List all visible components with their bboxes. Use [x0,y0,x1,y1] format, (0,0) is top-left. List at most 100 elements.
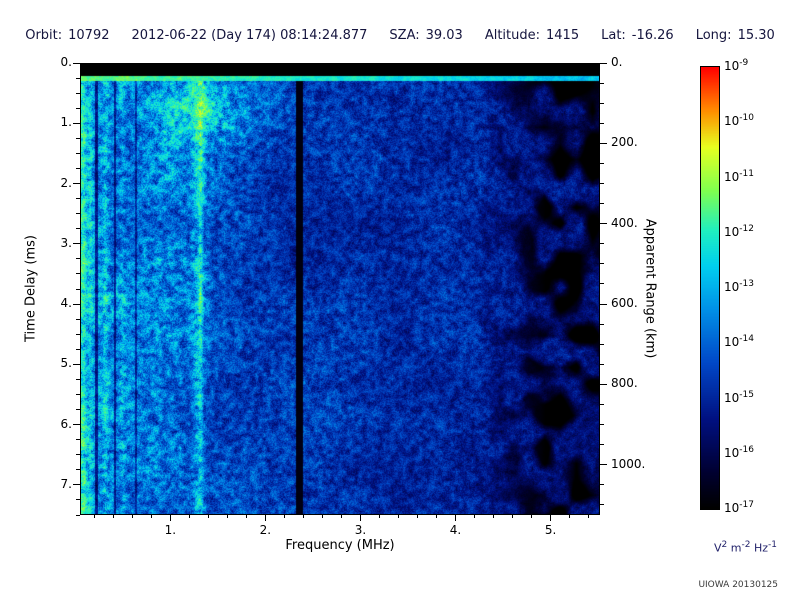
colorbar-tick-label: 10-16 [724,444,754,460]
datetime-value: 2012-06-22 (Day 174) 08:14:24.877 [131,28,368,43]
colorbar-tick-label: 10-17 [724,500,754,515]
sza-label: SZA: [389,28,420,43]
x-tick-label: 4. [449,523,462,537]
y-tick-label: 0. [60,55,72,69]
y-tick-label: 2. [60,175,72,190]
y2-major-tick [600,223,607,225]
x-axis-title: Frequency (MHz) [285,538,395,553]
latitude-value: -16.26 [631,28,674,43]
longitude-field: Long: 15.30 [696,28,775,43]
x-minor-tick [302,515,304,518]
sza-value: 39.03 [425,28,463,43]
y2-tick-label: 0. [611,55,623,69]
x-minor-tick [207,515,209,518]
x-major-tick [359,515,361,521]
y2-minor-tick [600,122,604,124]
y2-minor-tick [600,243,604,245]
y-minor-tick [76,107,80,109]
x-minor-tick [112,515,114,518]
y-major-tick [73,303,80,305]
y-major-tick [73,424,80,426]
y-minor-tick [76,469,80,471]
orbit-field: Orbit: 10792 [25,28,109,43]
credit-text: UIOWA 20130125 [698,580,778,590]
y2-tick-label: 1000. [611,456,646,471]
x-major-tick [264,515,266,521]
y-major-tick [73,62,80,64]
altitude-field: Altitude: 1415 [485,28,579,43]
y-minor-tick [76,514,80,516]
x-minor-tick [474,515,475,518]
y2-minor-tick [600,484,604,486]
y-minor-tick [76,77,80,79]
y2-minor-tick [600,343,604,345]
x-tick-label: 1. [164,523,177,537]
y-minor-tick [76,499,80,501]
y2-minor-tick [600,404,604,405]
x-minor-tick [531,515,533,518]
y2-tick-label: 800. [611,376,638,391]
y-minor-tick [76,198,80,200]
x-minor-tick [512,515,514,518]
y-minor-tick [76,378,80,380]
x-tick-label: 2. [259,523,272,537]
y-minor-tick [76,288,80,290]
y-minor-tick [76,167,80,169]
y-major-tick [73,183,80,185]
colorbar-tick-label: 10-14 [724,334,754,350]
x-minor-tick [435,515,437,518]
header-info: Orbit: 10792 2012-06-22 (Day 174) 08:14:… [0,28,800,43]
y-tick-label: 4. [60,296,72,311]
y-tick-label: 7. [60,476,72,491]
y-tick-label: 3. [60,235,72,250]
y2-minor-tick [600,504,604,506]
y2-major-tick [600,62,607,64]
y2-minor-tick [600,263,604,265]
y-tick-label: 6. [60,416,72,431]
x-minor-tick [188,515,190,518]
y-minor-tick [76,348,80,350]
y2-minor-tick [600,203,604,205]
x-tick-label: 5. [544,523,557,537]
colorbar-tick-label: 10-13 [724,279,754,294]
y2-minor-tick [600,183,604,185]
y-minor-tick [76,258,80,260]
orbit-value: 10792 [68,28,110,43]
y2-minor-tick [600,323,604,325]
y2-major-tick [600,303,607,305]
y-minor-tick [76,454,80,456]
x-minor-tick [569,515,571,518]
y-major-tick [73,363,80,365]
longitude-value: 15.30 [737,28,775,43]
y-minor-tick [76,228,80,230]
y2-major-tick [600,142,607,144]
y2-minor-tick [600,363,604,365]
y-major-tick [73,122,80,124]
x-minor-tick [150,515,152,518]
colorbar-unit-label: V2 m-2 Hz-1 [714,540,777,555]
colorbar-tick-label: 10-15 [724,389,754,405]
y2-minor-tick [600,283,604,285]
spectrogram-plot [80,63,600,515]
y2-tick-label: 400. [611,215,638,230]
y-minor-tick [76,92,80,94]
latitude-label: Lat: [601,28,626,43]
y2-tick-label: 600. [611,296,638,311]
x-major-tick [455,515,456,521]
x-minor-tick [416,515,418,518]
x-minor-tick [245,515,247,518]
y-minor-tick [76,318,80,320]
y2-major-tick [600,383,607,385]
y-minor-tick [76,273,80,275]
x-minor-tick [397,515,399,518]
colorbar-tick-label: 10-9 [724,58,749,73]
y-minor-tick [76,409,80,411]
x-minor-tick [588,515,590,518]
y2-minor-tick [600,444,604,446]
x-minor-tick [493,515,495,518]
colorbar-tick-label: 10-11 [724,168,754,184]
x-major-tick [550,515,552,521]
y-minor-tick [76,333,80,335]
y2-major-tick [600,464,607,466]
y-tick-label: 5. [60,356,72,371]
